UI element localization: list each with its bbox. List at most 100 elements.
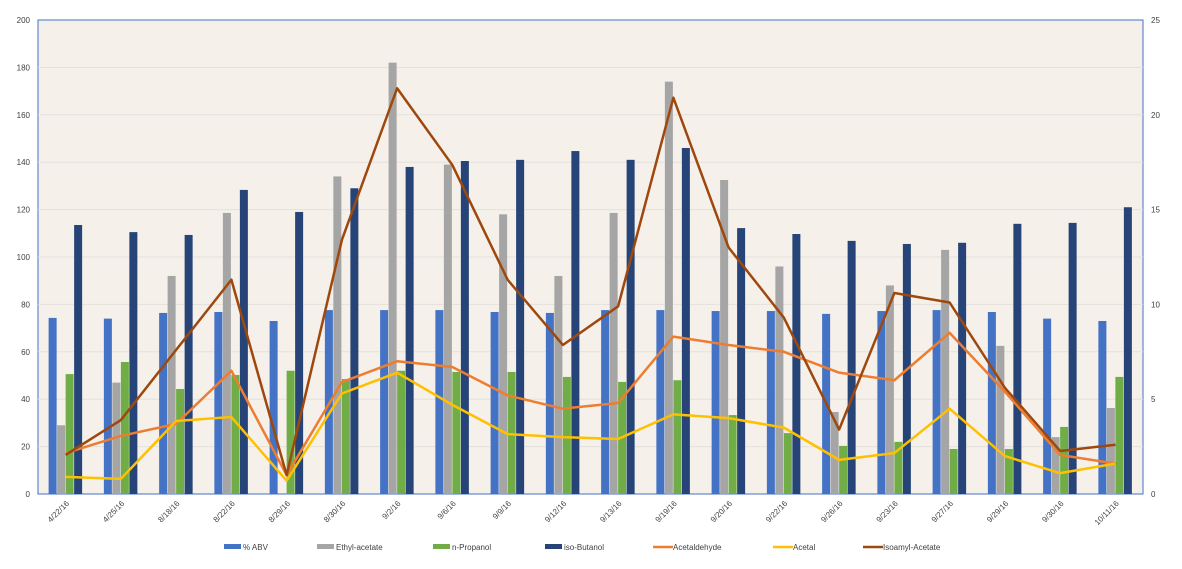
x-tick-label: 9/22/16 — [764, 499, 790, 525]
bar--abv — [656, 310, 665, 494]
legend-label: Ethyl-acetate — [336, 543, 383, 552]
x-tick-label: 9/13/16 — [598, 499, 624, 525]
line-acetaldehyde — [65, 331, 1116, 477]
bar-n-propanol — [120, 361, 129, 494]
y-tick-label: 80 — [21, 300, 30, 309]
bar-ethyl-acetate — [996, 345, 1005, 494]
bar-iso-butanol — [1123, 207, 1132, 495]
y-tick-label: 40 — [21, 395, 30, 404]
bar-ethyl-acetate — [720, 179, 729, 494]
y-tick-label: 200 — [17, 16, 31, 25]
bar-iso-butanol — [1068, 222, 1077, 494]
bar-iso-butanol — [681, 147, 690, 495]
bar-iso-butanol — [129, 232, 138, 495]
legend-item: n-Propanol — [433, 543, 491, 552]
x-tick-label: 9/12/16 — [543, 499, 569, 525]
bar--abv — [1043, 318, 1052, 494]
y-tick-label: 140 — [17, 158, 31, 167]
bar-n-propanol — [673, 380, 682, 494]
y2-tick-label: 5 — [1151, 395, 1156, 404]
x-tick-label: 4/22/16 — [46, 499, 72, 525]
bar-ethyl-acetate — [443, 164, 452, 494]
bar-iso-butanol — [626, 159, 635, 494]
x-tick-label: 8/22/16 — [212, 499, 238, 525]
bar-iso-butanol — [958, 242, 967, 494]
y-tick-label: 20 — [21, 443, 30, 452]
bar-iso-butanol — [1013, 223, 1022, 494]
legend-swatch — [317, 544, 334, 549]
bar-ethyl-acetate — [664, 81, 673, 495]
x-tick-label: 8/18/16 — [156, 499, 182, 525]
bar-iso-butanol — [847, 240, 856, 494]
legend-label: iso-Butanol — [564, 543, 604, 552]
bar--abv — [601, 310, 610, 494]
legend-swatch — [545, 544, 562, 549]
y-tick-label: 60 — [21, 348, 30, 357]
bar--abv — [877, 311, 886, 494]
bar-ethyl-acetate — [830, 411, 839, 494]
bar--abv — [932, 310, 941, 494]
y-tick-label: 120 — [17, 206, 31, 215]
bar-n-propanol — [341, 379, 350, 494]
bar-iso-butanol — [516, 159, 525, 494]
x-tick-label: 9/6/16 — [436, 499, 458, 521]
legend-item: Acetal — [773, 543, 815, 552]
bar-n-propanol — [783, 433, 792, 494]
bar-ethyl-acetate — [1051, 437, 1060, 494]
bar--abv — [1098, 320, 1107, 494]
bar-n-propanol — [507, 371, 516, 494]
bar-n-propanol — [1115, 376, 1124, 494]
bar-ethyl-acetate — [1106, 407, 1115, 494]
x-tick-label: 9/2/16 — [380, 499, 402, 521]
y2-tick-label: 25 — [1151, 16, 1160, 25]
x-tick-label: 9/19/16 — [654, 499, 680, 525]
bar-n-propanol — [397, 370, 406, 494]
legend-item: % ABV — [224, 543, 269, 552]
x-tick-label: 9/23/16 — [875, 499, 901, 525]
bar--abv — [490, 311, 499, 494]
legend-item: Acetaldehyde — [653, 543, 722, 552]
bar-n-propanol — [1060, 426, 1069, 494]
x-tick-label: 9/26/16 — [819, 499, 845, 525]
legend-item: Ethyl-acetate — [317, 543, 383, 552]
y2-tick-label: 15 — [1151, 206, 1160, 215]
legend-item: Isoamyl-Acetate — [863, 543, 941, 552]
legend-swatch — [224, 544, 241, 549]
bar-n-propanol — [65, 374, 74, 494]
bar--abv — [766, 311, 775, 494]
bar-iso-butanol — [184, 234, 193, 495]
bar-n-propanol — [176, 389, 185, 494]
bar-n-propanol — [728, 415, 737, 494]
bar-n-propanol — [562, 376, 571, 494]
x-tick-label: 9/29/16 — [985, 499, 1011, 525]
bar-iso-butanol — [571, 151, 580, 494]
bar--abv — [103, 318, 112, 494]
legend-label: Acetaldehyde — [673, 543, 722, 552]
y-tick-label: 0 — [26, 490, 31, 499]
bar-ethyl-acetate — [554, 275, 563, 494]
x-tick-label: 8/29/16 — [267, 499, 293, 525]
bar-n-propanol — [286, 370, 295, 494]
bar-iso-butanol — [350, 188, 359, 494]
bar-iso-butanol — [74, 225, 83, 494]
x-tick-label: 9/27/16 — [930, 499, 956, 525]
y2-tick-label: 0 — [1151, 490, 1156, 499]
bar-ethyl-acetate — [499, 214, 508, 494]
line-acetal — [65, 371, 1116, 482]
y-tick-label: 180 — [17, 63, 31, 72]
y2-tick-label: 20 — [1151, 111, 1160, 120]
x-tick-label: 9/30/16 — [1040, 499, 1066, 525]
bar-n-propanol — [231, 375, 240, 494]
legend-label: Acetal — [793, 543, 815, 552]
x-tick-label: 8/30/16 — [322, 499, 348, 525]
bar-n-propanol — [894, 441, 903, 494]
bar-ethyl-acetate — [885, 285, 894, 494]
bar-iso-butanol — [405, 166, 414, 494]
bar-ethyl-acetate — [167, 275, 176, 494]
bar-ethyl-acetate — [57, 425, 66, 494]
bar--abv — [269, 320, 278, 494]
bar-iso-butanol — [737, 228, 746, 494]
bar--abv — [435, 310, 444, 494]
bar-iso-butanol — [460, 161, 469, 494]
